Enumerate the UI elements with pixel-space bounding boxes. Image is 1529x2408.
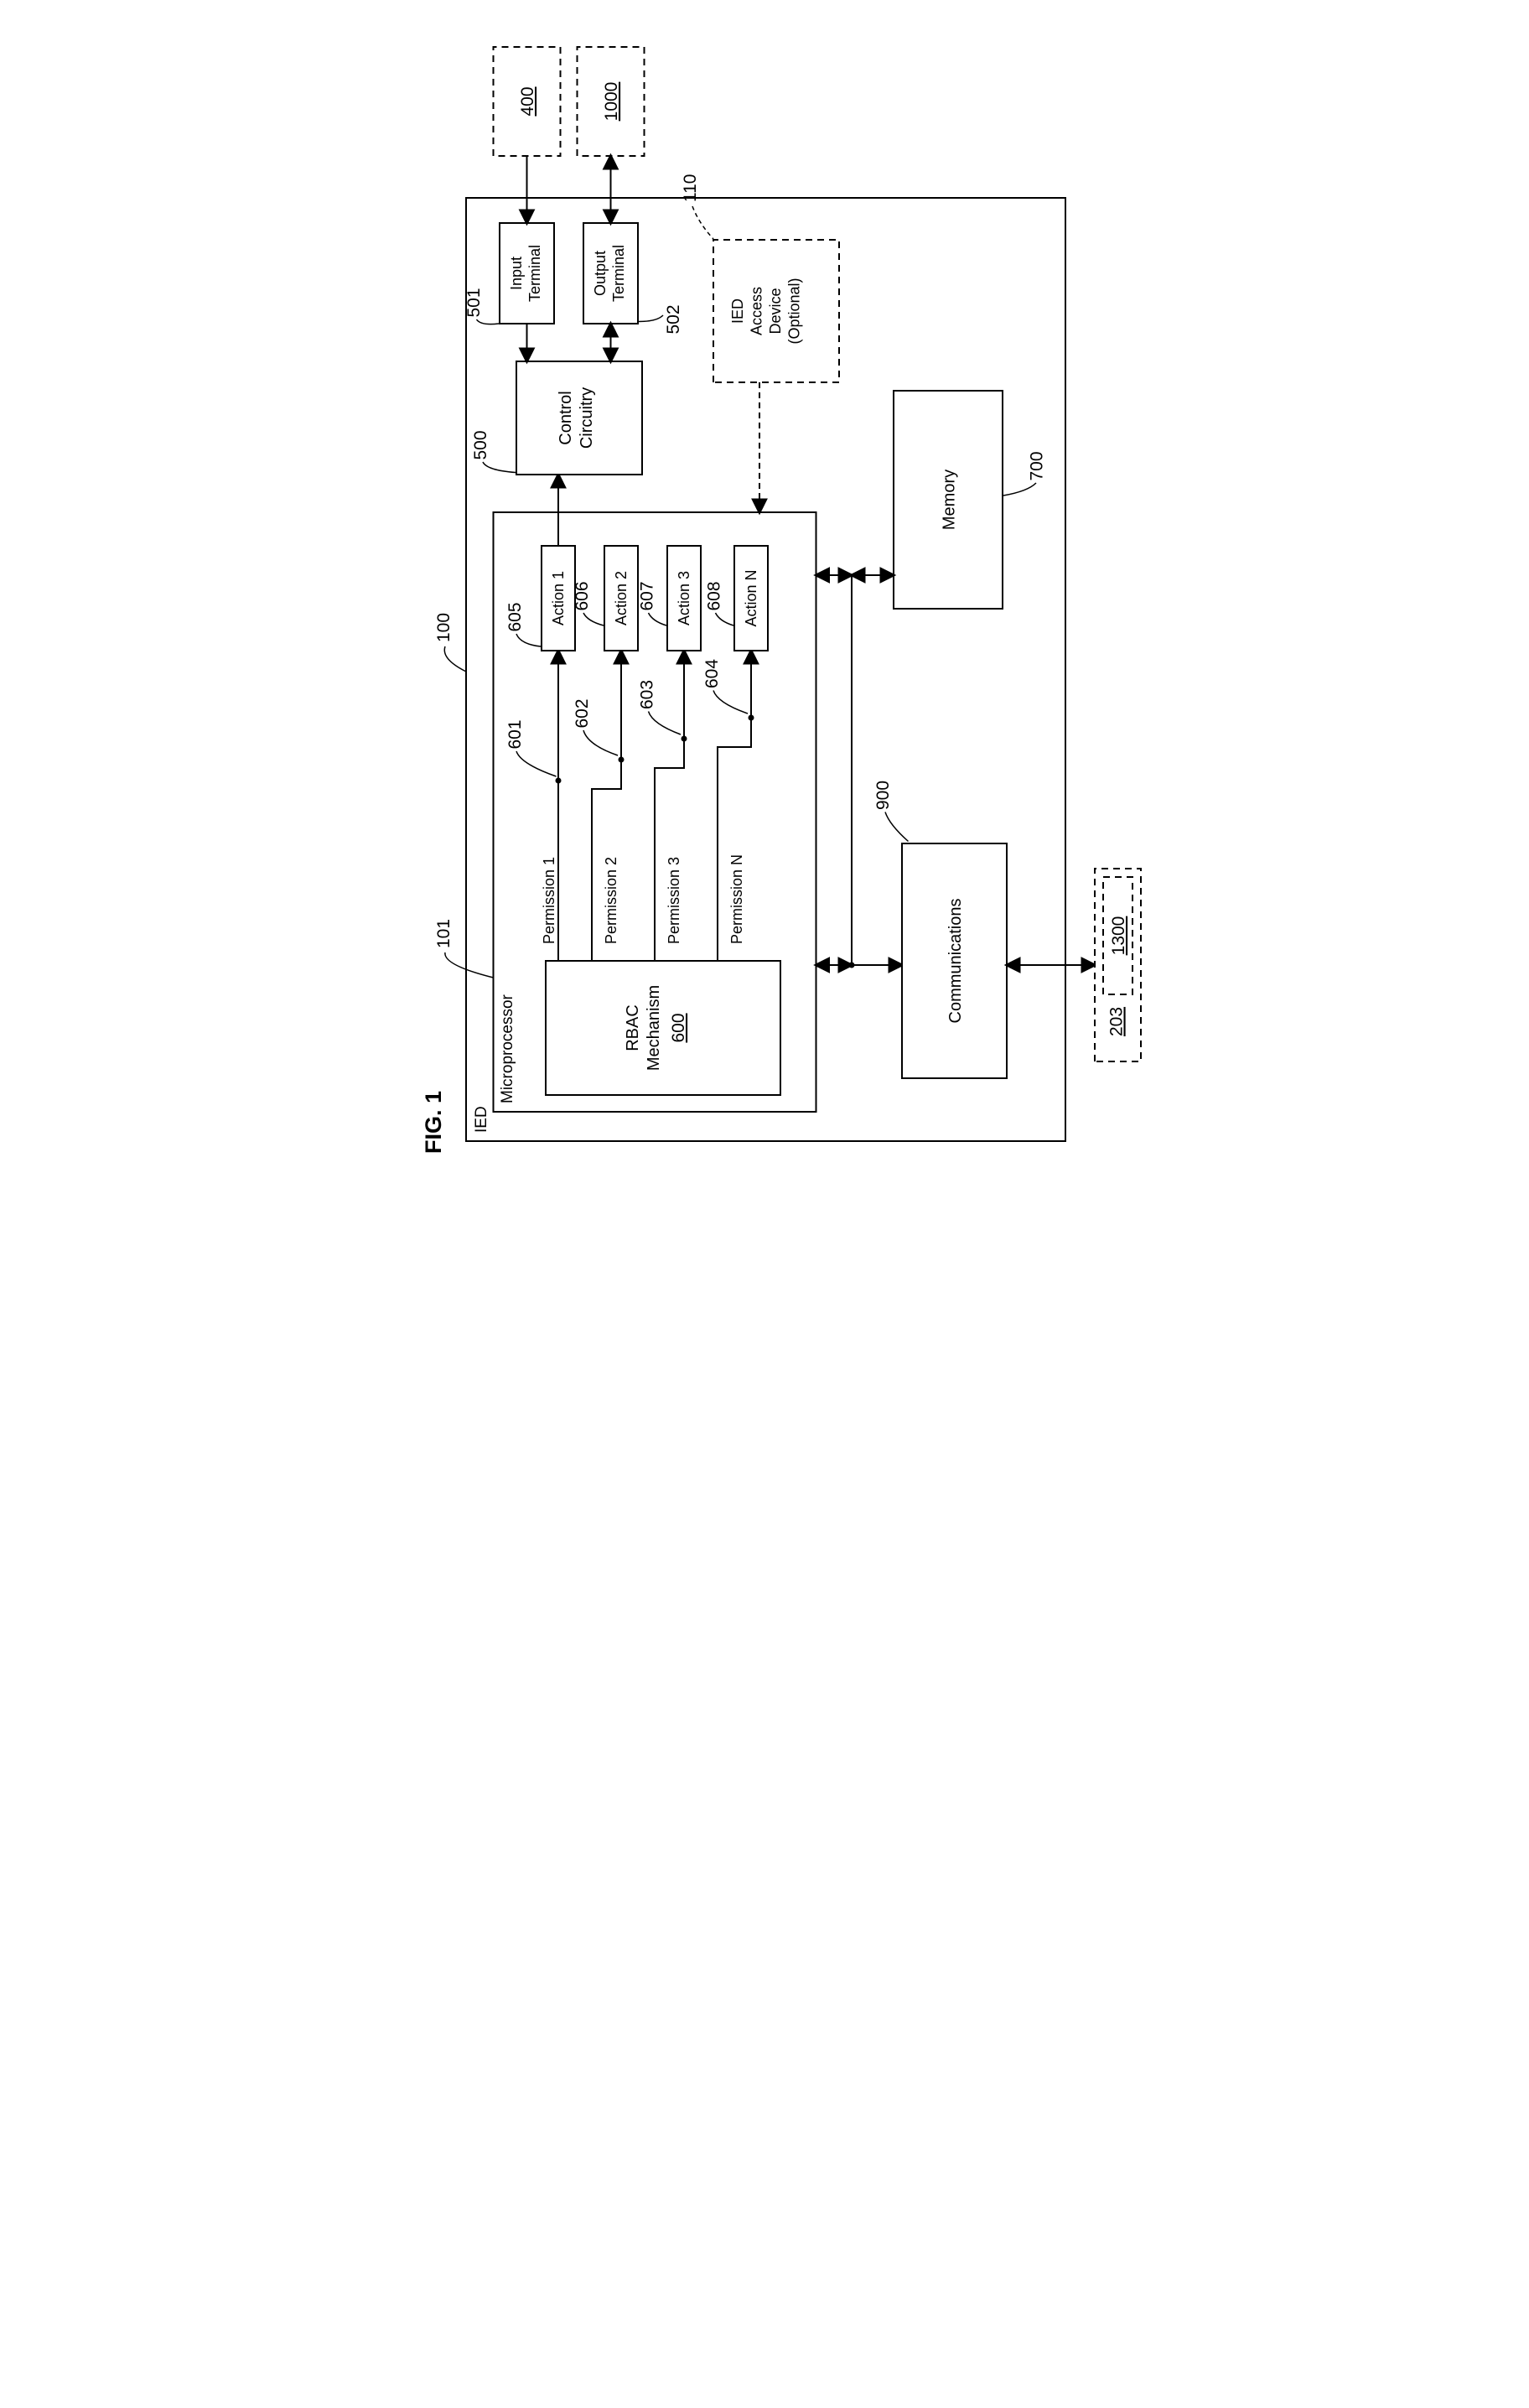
action4-label: Action N xyxy=(743,569,759,626)
ied-access-l4: (Optional) xyxy=(786,278,803,344)
ref-500: 500 xyxy=(471,430,490,459)
perm4-label: Permission N xyxy=(728,854,745,944)
action1-label: Action 1 xyxy=(550,571,567,625)
ref-203: 203 xyxy=(1107,1007,1127,1036)
rbac-ref: 600 xyxy=(669,1013,688,1042)
figure-title: FIG. 1 xyxy=(421,1091,446,1154)
ref-604: 604 xyxy=(702,659,722,688)
perm3-label: Permission 3 xyxy=(666,857,682,944)
diagram-canvas: FIG. 1 IED 100 101 Microprocessor RBAC M… xyxy=(382,0,1147,1204)
rbac-label2: Mechanism xyxy=(645,985,663,1071)
ref-607: 607 xyxy=(638,581,657,610)
ied-access-l2: Access xyxy=(749,287,765,335)
input-term-l2: Terminal xyxy=(526,245,543,302)
memory-label: Memory xyxy=(941,470,959,530)
ref-900: 900 xyxy=(873,781,893,810)
rbac-label1: RBAC xyxy=(624,1004,642,1051)
ref-101: 101 xyxy=(434,919,454,948)
ref-100: 100 xyxy=(434,613,454,642)
input-term-l1: Input xyxy=(508,257,525,290)
ref-606: 606 xyxy=(573,581,592,610)
ref-110: 110 xyxy=(681,174,700,202)
comms-label: Communications xyxy=(946,899,965,1024)
output-term-l2: Terminal xyxy=(610,245,627,302)
ref-501: 501 xyxy=(464,288,484,317)
ref-400: 400 xyxy=(518,86,537,116)
ref-603: 603 xyxy=(638,680,657,709)
output-term-l1: Output xyxy=(592,251,609,296)
action3-label: Action 3 xyxy=(676,571,692,625)
action2-label: Action 2 xyxy=(613,571,630,625)
ref-502: 502 xyxy=(664,304,683,334)
ref-601: 601 xyxy=(505,719,525,749)
ref-1000: 1000 xyxy=(602,82,621,122)
control-label1: Control xyxy=(557,391,575,444)
ref-605: 605 xyxy=(505,602,525,631)
perm2-label: Permission 2 xyxy=(603,857,619,944)
ref-700: 700 xyxy=(1028,451,1047,480)
ref-602: 602 xyxy=(573,698,592,728)
lead-100 xyxy=(444,646,466,672)
ied-access-l1: IED xyxy=(729,298,746,324)
ied-access-l3: Device xyxy=(767,288,784,334)
rbac-box xyxy=(546,961,780,1095)
microprocessor-label: Microprocessor xyxy=(499,994,516,1103)
ref-608: 608 xyxy=(705,581,724,610)
ref-1300: 1300 xyxy=(1109,916,1128,956)
perm1-label: Permission 1 xyxy=(541,857,557,944)
ied-label: IED xyxy=(473,1106,490,1133)
control-label2: Circuitry xyxy=(578,387,596,449)
